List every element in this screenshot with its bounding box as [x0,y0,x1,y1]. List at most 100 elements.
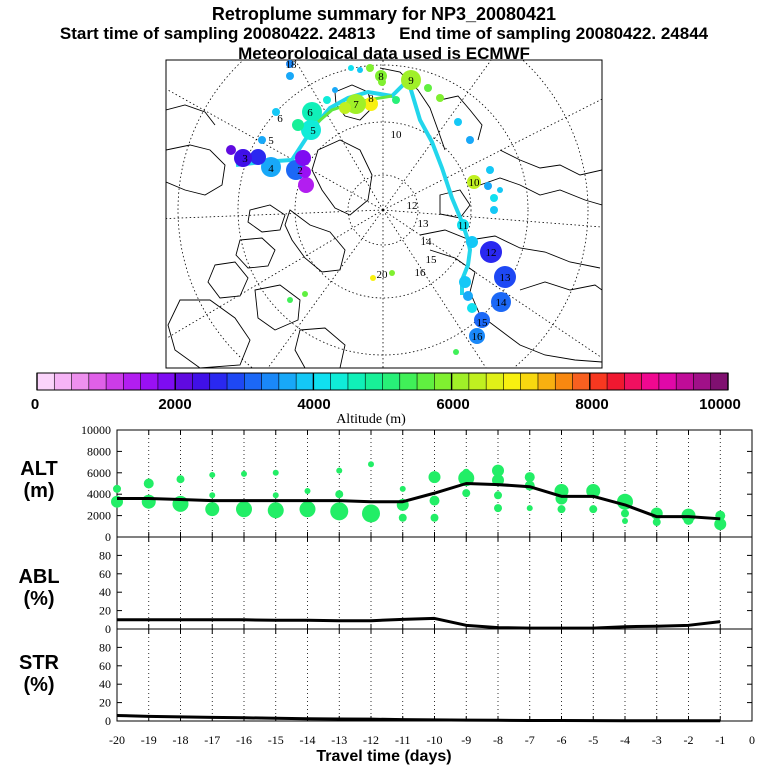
plume-marker [401,70,421,90]
plume-marker [486,166,494,174]
y-tick-label: 0 [105,622,111,636]
day-label: 16 [472,331,484,343]
x-tick-label: -11 [395,733,411,747]
plume-marker [474,312,490,328]
plume-marker [392,96,400,104]
colorbar-swatch [106,373,124,390]
altitude-dot [621,509,629,518]
plume-marker [250,149,266,165]
x-tick-label: -16 [236,733,252,747]
plume-marker [261,157,281,177]
day-label: 15 [426,254,438,266]
plume-marker [332,87,338,93]
colorbar-swatch [676,373,694,390]
plume-marker [364,97,378,111]
plume-marker [454,118,462,126]
day-label: 6 [307,107,313,119]
plume-marker [234,149,252,167]
panel-1: 0 2000 4000 6000 8000 10000 [81,423,753,544]
colorbar-tick-8000: 8000 [575,396,608,413]
plume-marker [467,175,481,189]
series-line [117,616,721,630]
x-tick-label: -14 [300,733,316,747]
colorbar-swatch [572,373,591,390]
colorbar-swatch [347,373,366,390]
x-tick-label: -13 [331,733,347,747]
y-tick-label: 40 [99,585,111,599]
altitude-dot [430,513,439,522]
altitude-dot [557,505,566,514]
colorbar-swatch [658,373,677,390]
plume-marker [457,219,469,231]
altitude-dot [492,464,504,477]
day-label: 8 [378,71,384,83]
x-tick-label: -19 [141,733,157,747]
plume-marker [463,291,473,301]
plume-marker [339,102,351,114]
colorbar-swatch [140,373,159,390]
colorbar-swatch [244,373,263,390]
altitude-dot [267,502,284,519]
str-panel-label: STR (%) [8,652,70,696]
colorbar-swatch [192,373,211,390]
plume-marker [226,145,236,155]
plume-marker [366,64,374,72]
colorbar-tick-4000: 4000 [297,396,330,413]
day-label: 20 [377,269,389,281]
day-label: 13 [500,272,512,284]
altitude-dot [241,470,247,477]
panel-frame [116,536,753,630]
x-tick-label: -9 [461,733,471,747]
altitude-dot [272,469,279,476]
altitude-dot [652,518,661,527]
day-label: 18 [286,59,298,71]
colorbar-swatch [417,373,435,390]
y-tick-label: 10000 [81,423,111,437]
colorbar-swatch [607,373,625,390]
polar-map: 9887655432101011121314151613141512162061… [165,59,603,369]
day-label: 11 [458,220,469,232]
colorbar-swatch [555,373,574,390]
colorbar-swatch [175,373,193,390]
colorbar-swatch [710,373,729,390]
plume-marker [466,236,478,248]
altitude-dot [494,491,502,500]
altitude-dot [429,495,440,506]
chart-title: Retroplume summary for NP3_20080421 [211,4,557,24]
altitude-dot [714,518,727,531]
series-line [116,713,721,723]
alt-label-line1: ALT [20,458,58,480]
x-tick-label: -1 [715,733,725,747]
day-label: 3 [242,153,248,165]
map-graticule [166,60,602,368]
altitude-dot [398,513,407,522]
y-tick-label: 40 [99,677,111,691]
day-label: 5 [310,125,316,137]
x-tick-label: -8 [493,733,503,747]
series-line [117,482,721,521]
altitude-dot [143,478,154,489]
abl-label-line1: ABL [18,566,60,588]
y-tick-label: 0 [105,714,111,728]
day-labels: 9887655432101011121314151613141512162061… [242,59,512,343]
plume-marker [459,276,471,288]
altitude-dot [399,485,406,492]
colorbar-swatch [227,373,245,390]
day-label: 12 [407,200,418,212]
plume-marker [357,67,363,73]
colorbar-swatch [486,373,504,390]
altitude-dot [209,471,216,478]
colorbar-tick-6000: 6000 [436,396,469,413]
colorbar-swatch [520,373,539,390]
day-label: 13 [418,218,430,230]
day-label: 10 [469,177,481,189]
x-tick-label: -10 [427,733,443,747]
altitude-dot [176,475,185,484]
x-tick-label: -15 [268,733,284,747]
y-tick-label: 8000 [87,444,111,458]
x-tick-label: -12 [363,733,379,747]
colorbar-swatch [537,373,556,390]
y-tick-label: 60 [99,567,111,581]
plume-marker [453,349,459,355]
